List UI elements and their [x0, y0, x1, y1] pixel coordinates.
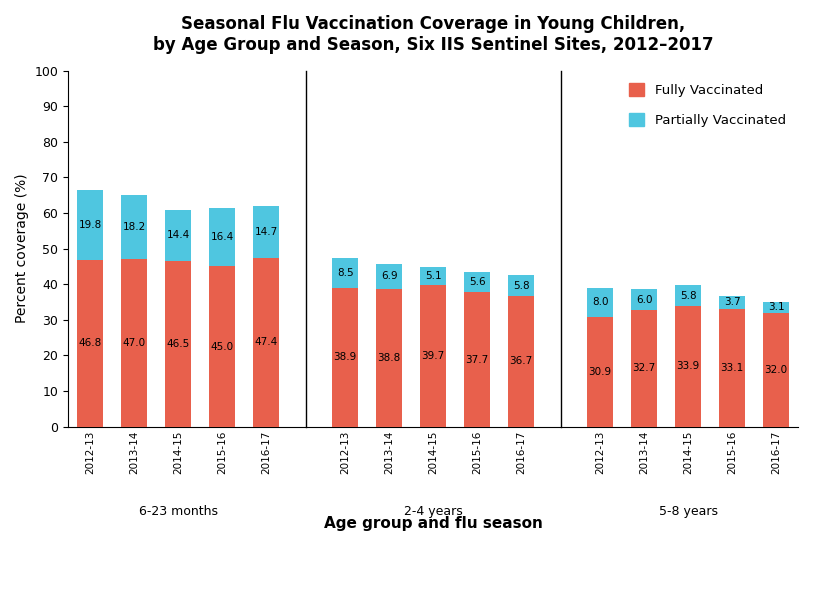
X-axis label: Age group and flu season: Age group and flu season	[324, 516, 542, 531]
Text: 5.1: 5.1	[424, 271, 441, 281]
Text: 18.2: 18.2	[123, 222, 146, 232]
Text: 46.8: 46.8	[79, 338, 102, 348]
Bar	[464, 293, 490, 427]
Text: 33.9: 33.9	[676, 361, 700, 371]
Text: 5.6: 5.6	[469, 277, 485, 287]
Text: 5-8 years: 5-8 years	[659, 505, 718, 518]
Bar	[420, 267, 446, 286]
Bar	[165, 261, 191, 427]
Text: 47.4: 47.4	[254, 337, 277, 348]
Text: 38.8: 38.8	[377, 353, 401, 363]
Bar	[675, 306, 702, 427]
Bar	[165, 210, 191, 261]
Bar	[587, 288, 613, 317]
Text: 32.7: 32.7	[633, 363, 656, 373]
Text: 3.1: 3.1	[767, 302, 785, 312]
Y-axis label: Percent coverage (%): Percent coverage (%)	[15, 174, 29, 323]
Text: 39.7: 39.7	[421, 351, 445, 361]
Bar	[332, 288, 359, 427]
Bar	[587, 317, 613, 427]
Bar	[508, 296, 534, 427]
Text: 3.7: 3.7	[724, 297, 741, 307]
Text: 8.0: 8.0	[592, 297, 608, 307]
Text: 38.9: 38.9	[333, 352, 357, 362]
Bar	[253, 205, 279, 258]
Text: 47.0: 47.0	[123, 338, 146, 348]
Bar	[763, 301, 789, 313]
Bar	[121, 195, 147, 260]
Text: 16.4: 16.4	[211, 232, 233, 242]
Bar	[209, 267, 235, 427]
Text: 14.7: 14.7	[254, 227, 277, 237]
Bar	[631, 289, 657, 310]
Text: 6.0: 6.0	[636, 294, 652, 304]
Bar	[420, 286, 446, 427]
Text: 5.8: 5.8	[513, 281, 529, 291]
Bar	[719, 296, 746, 309]
Bar	[121, 260, 147, 427]
Text: 6-23 months: 6-23 months	[138, 505, 218, 518]
Text: 2-4 years: 2-4 years	[404, 505, 463, 518]
Text: 36.7: 36.7	[510, 356, 533, 366]
Text: 46.5: 46.5	[167, 339, 189, 349]
Bar	[508, 276, 534, 296]
Bar	[332, 258, 359, 288]
Bar	[763, 313, 789, 427]
Bar	[631, 310, 657, 427]
Bar	[376, 264, 402, 289]
Text: 45.0: 45.0	[211, 342, 233, 352]
Text: 32.0: 32.0	[764, 365, 788, 375]
Text: 5.8: 5.8	[680, 291, 697, 301]
Bar	[719, 309, 746, 427]
Bar	[464, 273, 490, 293]
Text: 30.9: 30.9	[589, 366, 611, 376]
Text: 14.4: 14.4	[167, 231, 189, 241]
Text: 33.1: 33.1	[720, 363, 744, 373]
Text: 6.9: 6.9	[380, 271, 398, 281]
Text: 8.5: 8.5	[337, 268, 354, 278]
Title: Seasonal Flu Vaccination Coverage in Young Children,
by Age Group and Season, Si: Seasonal Flu Vaccination Coverage in You…	[153, 15, 713, 54]
Bar	[376, 289, 402, 427]
Bar	[209, 208, 235, 267]
Legend: Fully Vaccinated, Partially Vaccinated: Fully Vaccinated, Partially Vaccinated	[624, 77, 791, 132]
Bar	[77, 189, 103, 260]
Bar	[77, 260, 103, 427]
Text: 37.7: 37.7	[465, 355, 489, 365]
Text: 19.8: 19.8	[79, 220, 102, 230]
Bar	[253, 258, 279, 427]
Bar	[675, 286, 702, 306]
